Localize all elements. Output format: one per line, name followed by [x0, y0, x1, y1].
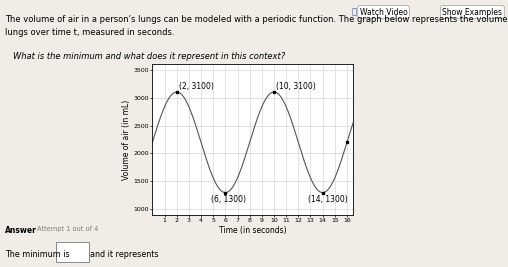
- Text: Show Examples: Show Examples: [442, 7, 502, 17]
- Text: Watch Video: Watch Video: [360, 7, 407, 17]
- Text: The volume of air in a person’s lungs can be modeled with a periodic function. T: The volume of air in a person’s lungs ca…: [5, 15, 508, 24]
- Text: (14, 1300): (14, 1300): [308, 195, 348, 204]
- Text: and it represents: and it represents: [90, 250, 158, 259]
- Text: What is the minimum and what does it represent in this context?: What is the minimum and what does it rep…: [13, 52, 285, 61]
- FancyBboxPatch shape: [56, 242, 89, 262]
- Text: (2, 3100): (2, 3100): [179, 82, 214, 91]
- Text: (6, 1300): (6, 1300): [211, 195, 246, 204]
- Text: lungs over time t, measured in seconds.: lungs over time t, measured in seconds.: [5, 28, 175, 37]
- Text: The minimum is: The minimum is: [5, 250, 70, 259]
- Text: Answer: Answer: [5, 226, 37, 235]
- Y-axis label: Volume of air (in mL): Volume of air (in mL): [121, 99, 131, 180]
- Text: Attempt 1 out of 4: Attempt 1 out of 4: [37, 226, 98, 231]
- Text: Ⓣ: Ⓣ: [352, 7, 357, 17]
- Text: (10, 3100): (10, 3100): [276, 82, 316, 91]
- X-axis label: Time (in seconds): Time (in seconds): [219, 226, 287, 235]
